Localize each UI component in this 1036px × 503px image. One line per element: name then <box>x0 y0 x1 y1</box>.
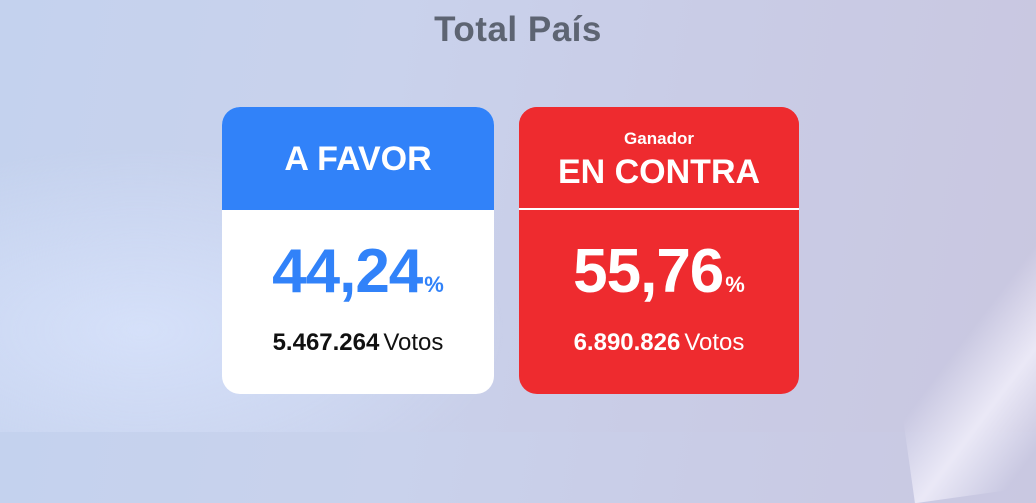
percentage-symbol: % <box>424 272 444 297</box>
votes-en-contra: 6.890.826 Votos <box>519 331 799 355</box>
votes-count: 5.467.264 <box>272 329 380 356</box>
percentage-value: 55,76 <box>573 237 724 306</box>
votes-count: 6.890.826 <box>573 329 681 356</box>
option-label-a-favor: A FAVOR <box>284 139 432 178</box>
percentage-symbol: % <box>725 272 745 297</box>
page-title: Total País <box>434 10 602 49</box>
background-decoration <box>878 220 1036 503</box>
votes-label: Votos <box>684 329 745 356</box>
winner-badge: Ganador <box>624 129 694 148</box>
percentage-en-contra: 55,76% <box>519 241 799 303</box>
percentage-a-favor: 44,24% <box>222 241 494 303</box>
votes-a-favor: 5.467.264 Votos <box>222 331 494 355</box>
percentage-value: 44,24 <box>272 237 423 306</box>
result-card-en-contra: Ganador EN CONTRA 55,76% 6.890.826 Votos <box>519 107 799 394</box>
card-header-a-favor: A FAVOR <box>222 107 494 210</box>
card-header-en-contra: Ganador EN CONTRA <box>519 107 799 210</box>
result-card-a-favor: A FAVOR 44,24% 5.467.264 Votos <box>222 107 494 394</box>
votes-label: Votos <box>383 329 444 356</box>
option-label-en-contra: EN CONTRA <box>557 153 761 191</box>
